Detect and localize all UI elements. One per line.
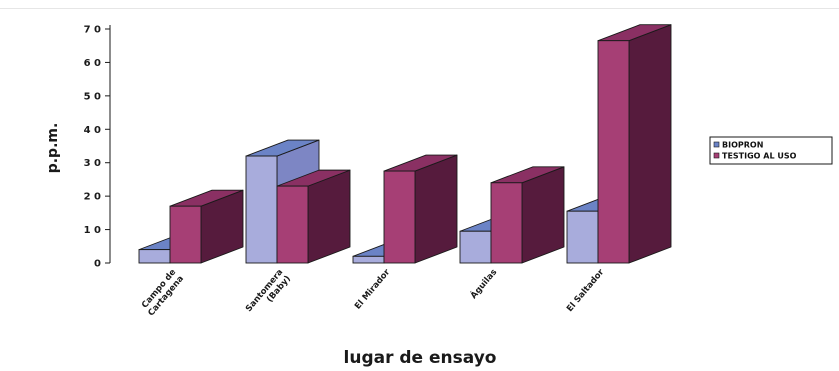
legend-swatch-testigo — [713, 152, 720, 159]
x-axis-title: lugar de ensayo — [344, 348, 497, 368]
bar-testigo-front — [490, 182, 523, 264]
bar-testigo-side — [628, 24, 672, 264]
bar-biopron-front — [138, 249, 171, 264]
bar-biopron-front — [566, 210, 599, 264]
legend-box — [709, 136, 833, 165]
x-tick-label: El Mirador — [353, 267, 393, 312]
y-tick-label: 6 0 — [84, 58, 101, 69]
y-tick-label: 4 0 — [84, 125, 101, 136]
y-axis-group: 0 1 0 2 0 3 0 4 0 5 0 6 0 7 0 — [84, 25, 111, 270]
bar-testigo — [597, 24, 672, 264]
bar-testigo — [276, 169, 351, 264]
y-tick-label: 7 0 — [84, 25, 101, 36]
bar-testigo — [490, 166, 565, 264]
y-axis-title: p.p.m. — [45, 123, 61, 174]
y-tick-label: 0 — [94, 259, 101, 270]
y-tick-label: 2 0 — [84, 192, 101, 203]
bar-testigo-front — [169, 205, 202, 264]
y-tick-label: 5 0 — [84, 91, 101, 102]
y-tick-label: 3 0 — [84, 158, 101, 169]
x-tick-label: Águilas — [467, 266, 499, 301]
bar-testigo-front — [597, 40, 630, 264]
bar-biopron-front — [459, 230, 492, 264]
category-labels-group: Campo deCartagena Santomera(Baby) El Mirad… — [139, 266, 607, 320]
legend-label-biopron: BIOPRON — [722, 141, 763, 150]
bar-testigo — [169, 189, 244, 264]
x-tick-label: Campo deCartagena — [139, 267, 186, 318]
bar-biopron-front — [352, 255, 385, 264]
bar-testigo-front — [383, 170, 416, 264]
legend-swatch-biopron — [713, 141, 720, 148]
top-divider — [0, 8, 839, 9]
legend-label-testigo: TESTIGO AL USO — [722, 152, 797, 161]
bar-testigo-front — [276, 185, 309, 264]
bar-testigo-side — [414, 154, 458, 264]
legend: BIOPRON TESTIGO AL USO — [709, 136, 833, 165]
y-tick-label: 1 0 — [84, 225, 101, 236]
bars-group — [138, 24, 672, 264]
bar-testigo-side — [521, 166, 565, 264]
x-tick-label: Santomera(Baby) — [244, 267, 293, 320]
bar-testigo — [383, 154, 458, 264]
bar-biopron-front — [245, 155, 278, 264]
x-tick-label: El Saltador — [565, 267, 607, 314]
